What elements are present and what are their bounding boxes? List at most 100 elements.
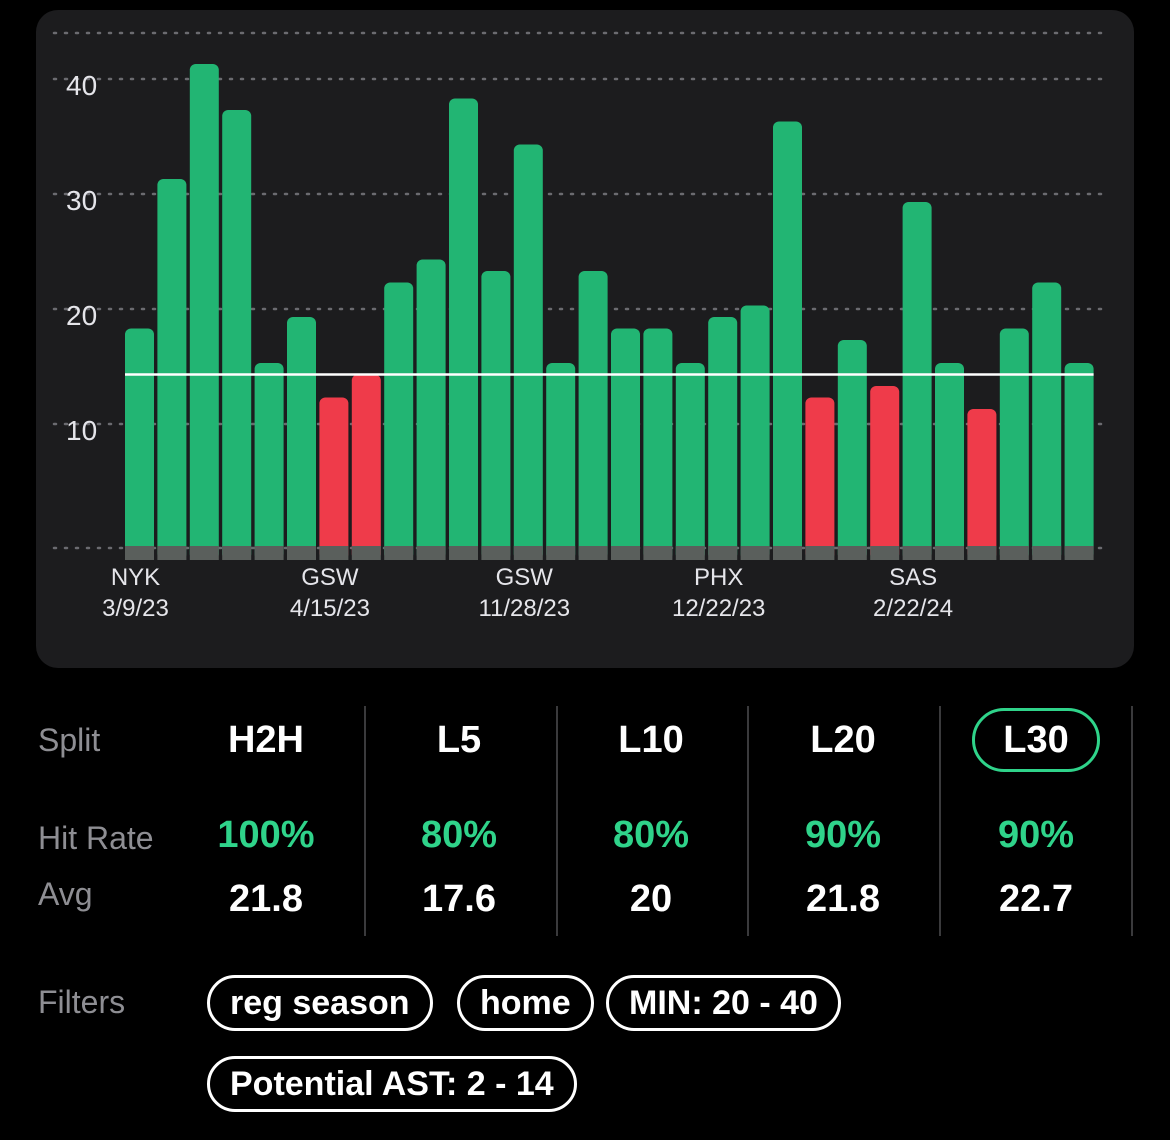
bar-base <box>125 546 154 560</box>
avg-l5: 17.6 <box>422 878 496 920</box>
split-tab-l20[interactable]: L20 <box>810 719 876 761</box>
bar <box>1064 363 1094 560</box>
bar-base <box>351 546 381 560</box>
bar-base <box>611 546 640 560</box>
bar <box>967 409 997 560</box>
y-tick-label: 20 <box>66 300 97 331</box>
hit-rate-l20: 90% <box>804 814 882 856</box>
bar-base <box>675 546 705 560</box>
split-row-label: Split <box>38 722 101 758</box>
column-divider <box>939 706 941 936</box>
bar <box>935 363 964 560</box>
bar-base <box>189 546 219 560</box>
hit-rate-h2h: 100% <box>217 814 315 856</box>
bar <box>578 271 608 560</box>
x-tick-date: 3/9/23 <box>102 595 169 622</box>
hit-rate-l5: 80% <box>420 814 498 856</box>
bar <box>351 374 381 560</box>
bar <box>416 259 446 560</box>
bar-base <box>287 546 316 560</box>
filter-chip-minutes[interactable]: MIN: 20 - 40 <box>606 975 841 1031</box>
bar-base <box>708 546 738 560</box>
filter-chip-home[interactable]: home <box>457 975 594 1031</box>
bar <box>287 317 316 560</box>
hit-rate-l10: 80% <box>612 814 690 856</box>
bar <box>837 340 867 560</box>
bar <box>384 282 414 560</box>
bar <box>643 328 673 560</box>
bar-base <box>546 546 576 560</box>
bar <box>870 386 900 560</box>
bar <box>157 179 187 560</box>
column-divider <box>556 706 558 936</box>
avg-l10: 20 <box>629 878 673 920</box>
bar <box>611 328 640 560</box>
column-divider <box>1131 706 1133 936</box>
filter-chip-reg-season[interactable]: reg season <box>207 975 433 1031</box>
avg-h2h: 21.8 <box>229 878 303 920</box>
bar <box>189 64 219 560</box>
split-tab-l30[interactable]: L30 <box>946 708 1126 772</box>
bar-base <box>967 546 997 560</box>
avg-l30: 22.7 <box>999 878 1073 920</box>
bar <box>805 397 835 560</box>
bar <box>546 363 576 560</box>
bar <box>449 98 478 560</box>
bar <box>708 317 738 560</box>
bar <box>254 363 284 560</box>
bar-base <box>578 546 608 560</box>
bar-base <box>805 546 835 560</box>
bar-base <box>319 546 349 560</box>
bar-base <box>837 546 867 560</box>
bar-base <box>481 546 511 560</box>
bar-base <box>773 546 802 560</box>
hit-rate-l30: 90% <box>997 814 1075 856</box>
split-tab-h2h[interactable]: H2H <box>227 719 305 761</box>
filter-chip-potential-ast[interactable]: Potential AST: 2 - 14 <box>207 1056 577 1112</box>
chart-card: 10 20 30 40 NYK 3/9/23 GSW 4/15/23 GSW 11/28/23 PH… <box>36 10 1134 668</box>
split-tab-l10[interactable]: L10 <box>618 719 684 761</box>
x-tick-team: PHX <box>694 564 743 591</box>
x-tick-date: 12/22/23 <box>672 595 765 622</box>
avg-row-label: Avg <box>38 876 93 912</box>
x-tick-date: 11/28/23 <box>478 595 570 622</box>
bar-base <box>870 546 900 560</box>
bar-base <box>1064 546 1094 560</box>
bar <box>481 271 511 560</box>
bar-base <box>902 546 932 560</box>
bar-base <box>935 546 964 560</box>
column-divider <box>364 706 366 936</box>
filters-label: Filters <box>38 984 126 1020</box>
x-tick-team: GSW <box>496 564 554 591</box>
bar <box>902 202 932 560</box>
avg-l20: 21.8 <box>806 878 880 920</box>
y-tick-label: 10 <box>66 415 97 446</box>
bar <box>740 305 770 560</box>
bar-base <box>157 546 187 560</box>
bar-base <box>643 546 673 560</box>
x-tick-team: GSW <box>301 564 359 591</box>
hit-rate-row-label: Hit Rate <box>38 820 154 856</box>
bar <box>222 110 252 560</box>
bar <box>125 328 154 560</box>
bar-base <box>449 546 478 560</box>
bar-base <box>513 546 543 560</box>
split-tab-l5[interactable]: L5 <box>436 719 482 761</box>
x-tick-team: NYK <box>111 564 160 591</box>
x-tick-date: 4/15/23 <box>290 595 370 622</box>
bar-base <box>1032 546 1062 560</box>
x-tick-date: 2/22/24 <box>873 595 953 622</box>
x-tick-team: SAS <box>889 564 937 591</box>
bar-base <box>384 546 414 560</box>
bar-base <box>999 546 1029 560</box>
bar-base <box>416 546 446 560</box>
y-tick-label: 30 <box>66 185 97 216</box>
bar-base <box>740 546 770 560</box>
bar-base <box>222 546 252 560</box>
bar-base <box>254 546 284 560</box>
bar <box>773 121 802 560</box>
bar <box>513 144 543 560</box>
bar <box>999 328 1029 560</box>
bar <box>675 363 705 560</box>
bar <box>319 397 349 560</box>
